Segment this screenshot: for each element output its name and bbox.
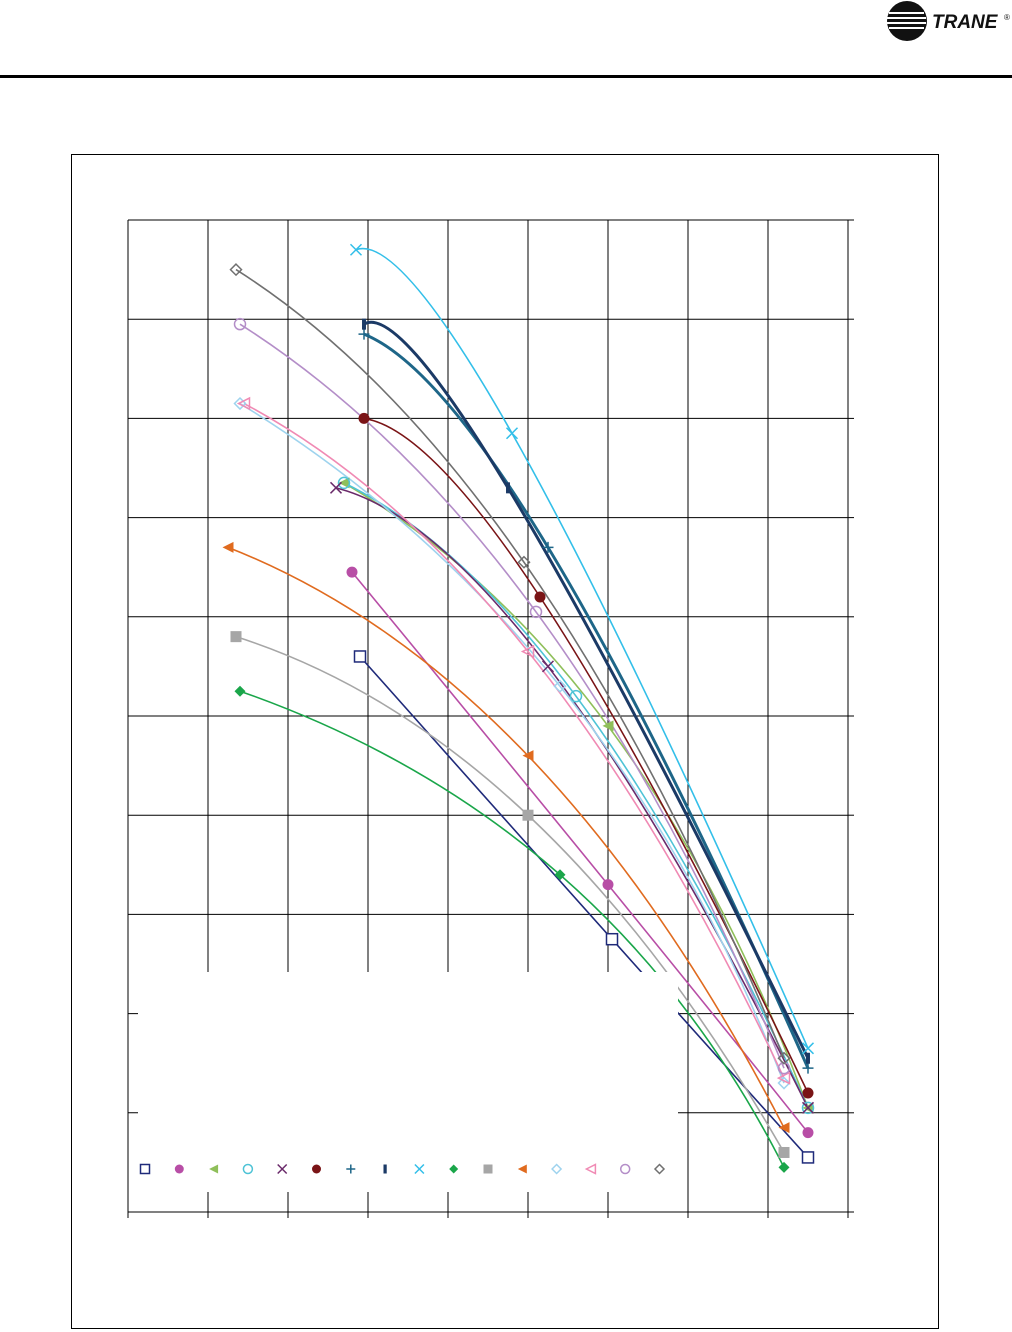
trane-logo-registered: ® [1004, 13, 1010, 22]
data-point-5 [541, 660, 555, 673]
data-point-11 [778, 1146, 790, 1158]
data-point-7 [802, 1062, 814, 1074]
data-point-16 [517, 555, 531, 569]
data-point-15 [777, 1061, 791, 1075]
data-point-15 [529, 605, 543, 619]
data-point-7 [358, 328, 370, 340]
chart-grid [127, 219, 854, 1218]
data-point-8 [806, 1052, 810, 1064]
legend-marker-15 [619, 1163, 631, 1175]
legend-marker-9 [414, 1163, 425, 1175]
data-point-6 [358, 412, 370, 424]
trane-logo-wordmark: TRANE [932, 12, 999, 33]
legend-marker-12 [517, 1164, 527, 1174]
legend-marker-6 [312, 1164, 321, 1174]
data-point-2 [346, 566, 358, 578]
data-point-8 [362, 318, 366, 330]
data-point-13 [777, 1076, 791, 1090]
data-point-2 [802, 1127, 814, 1139]
data-point-6 [534, 591, 546, 603]
data-point-11 [230, 631, 242, 643]
data-point-4 [801, 1101, 815, 1115]
legend-marker-4 [242, 1163, 254, 1175]
data-point-1 [605, 932, 619, 946]
data-point-5 [329, 481, 343, 494]
data-point-1 [801, 1151, 815, 1164]
series-line-9 [355, 247, 809, 1049]
data-point-11 [522, 809, 534, 821]
data-point-1 [353, 650, 367, 663]
data-point-16 [777, 1051, 791, 1065]
legend-marker-16 [653, 1163, 666, 1175]
chart-legend [139, 1163, 666, 1175]
performance-chart [127, 219, 854, 1218]
data-point-7 [542, 541, 554, 553]
legend-box [138, 972, 678, 1192]
data-point-15 [233, 317, 247, 331]
series-line-15 [239, 323, 785, 1069]
series-line-14 [243, 402, 785, 1079]
data-point-3 [338, 477, 350, 489]
data-point-14 [236, 396, 251, 411]
data-point-14 [520, 644, 535, 659]
legend-marker-1 [139, 1163, 151, 1175]
legend-marker-14 [584, 1163, 597, 1175]
data-point-4 [337, 476, 351, 490]
data-point-10 [234, 685, 246, 697]
data-point-10 [778, 1161, 790, 1173]
trane-logo-emblem [887, 1, 927, 41]
series-line-8 [363, 320, 810, 1059]
series-line-16 [235, 268, 785, 1059]
data-point-5 [801, 1101, 815, 1114]
header-rule [0, 75, 1012, 78]
data-point-12 [778, 1122, 790, 1134]
legend-marker-7 [346, 1164, 356, 1174]
legend-marker-5 [277, 1163, 288, 1175]
data-point-12 [522, 750, 534, 762]
legend-marker-8 [383, 1164, 387, 1174]
legend-marker-3 [209, 1164, 219, 1174]
chart-frame [71, 154, 939, 1329]
data-point-9 [349, 243, 363, 256]
legend-marker-10 [449, 1164, 459, 1174]
chart-markers [222, 243, 815, 1173]
data-point-8 [506, 482, 510, 494]
data-point-2 [602, 879, 614, 891]
data-point-9 [505, 427, 519, 440]
data-point-14 [776, 1071, 791, 1085]
data-point-4 [569, 689, 583, 703]
legend-marker-11 [483, 1164, 493, 1174]
legend-marker-2 [174, 1164, 184, 1174]
legend-marker-13 [551, 1163, 563, 1175]
data-point-6 [802, 1087, 814, 1099]
data-point-12 [222, 541, 234, 553]
data-point-10 [554, 869, 566, 881]
data-point-3 [602, 720, 614, 732]
trane-logo: TRANE ® [887, 1, 1010, 41]
series-line-13 [239, 402, 785, 1084]
data-point-16 [229, 263, 243, 277]
data-point-13 [553, 679, 567, 693]
data-point-9 [801, 1042, 815, 1055]
